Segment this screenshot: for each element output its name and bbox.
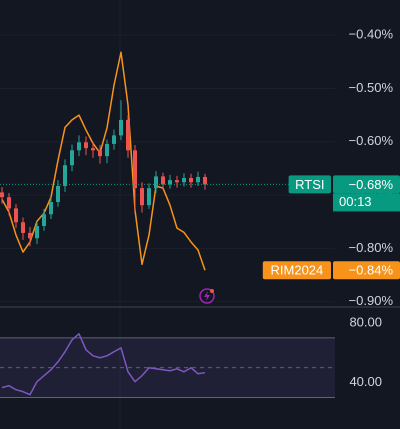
candle-body (56, 186, 60, 203)
candle-body (42, 214, 46, 226)
candle-body (133, 150, 137, 189)
series-name: RIM2024 (271, 263, 324, 278)
candle-body (147, 188, 151, 206)
candle-body (0, 192, 4, 198)
y-tick-label: −0.60% (349, 133, 394, 148)
candle-body (21, 222, 25, 233)
candle-body (105, 143, 109, 157)
candle-body (70, 150, 74, 166)
y-tick-label: −0.40% (349, 27, 394, 42)
candle-body (28, 232, 32, 239)
candle-body (182, 178, 186, 183)
y-tick-label: 40.00 (349, 374, 382, 389)
candle-body (154, 176, 158, 189)
price-tag-label: −0.68% (349, 177, 394, 192)
series-line (1, 51, 206, 271)
countdown-label: 00:13 (339, 194, 372, 209)
plot-area (0, 51, 335, 396)
countdown-tag (333, 193, 400, 212)
candle-body (49, 202, 53, 215)
candle-body (14, 208, 18, 223)
candle-body (168, 180, 172, 185)
price-tag (333, 175, 400, 194)
series-name: RTSI (295, 177, 324, 192)
candle-body (119, 119, 123, 136)
candle-body (189, 178, 193, 183)
alert-circle (199, 288, 215, 304)
alert-icon (199, 288, 215, 304)
grid (0, 337, 335, 399)
price-tag-label: −0.84% (349, 263, 394, 278)
y-tick-label: 80.00 (349, 314, 382, 329)
series-line (1, 333, 206, 396)
candle-body (126, 119, 130, 151)
y-tick-label: −0.90% (349, 293, 394, 308)
series-name-tag (262, 261, 331, 280)
candle-body (140, 188, 144, 206)
candle-body (77, 142, 81, 151)
candle-body (91, 148, 95, 151)
alert-bolt (204, 291, 210, 301)
candle-body (7, 197, 11, 209)
candle-body (63, 165, 67, 187)
series-name-tag (288, 175, 331, 194)
price-tags: RTSI −0.68% 00:13 RIM2024 −0.84% (262, 175, 400, 280)
candle-body (84, 142, 88, 149)
candle-body (203, 176, 207, 185)
alert-dot (210, 289, 214, 293)
candle-body (161, 176, 165, 185)
y-tick-label: −0.80% (349, 240, 394, 255)
candle-body (175, 180, 179, 183)
y-tick-label: −0.50% (349, 80, 394, 95)
candle-body (196, 176, 200, 183)
candle-body (98, 150, 102, 157)
candle-body (35, 225, 39, 239)
candle-body (112, 135, 116, 144)
rsi-band (0, 337, 335, 398)
price-tag (333, 261, 400, 280)
